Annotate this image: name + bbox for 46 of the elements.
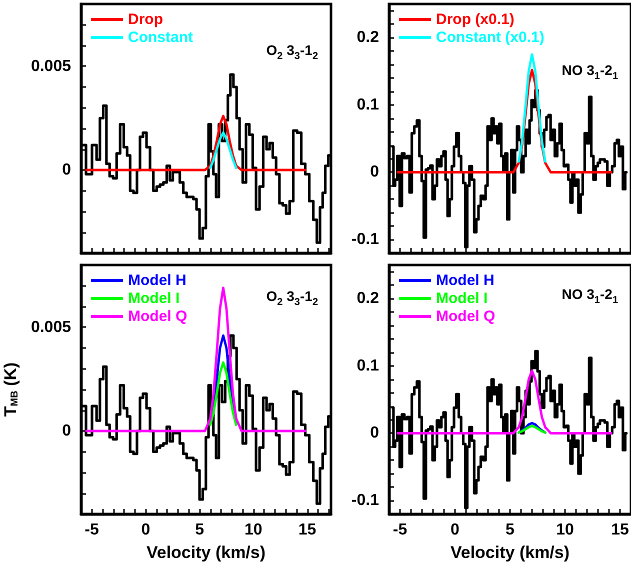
y-tick-label: 0.1 <box>356 96 380 114</box>
legend-label: Drop (x0.1) <box>436 11 514 28</box>
x-tick-label: 15 <box>611 522 629 538</box>
annotation: NO 3$_{1}$-2$_{1}$ <box>560 286 619 306</box>
x-tick-label: 0 <box>450 522 460 538</box>
x-tick-label: 5 <box>195 522 204 538</box>
legend-label: Model Q <box>128 308 188 325</box>
y-axis-title: TMB (K) <box>1 362 21 417</box>
legend-label: Model Q <box>436 308 496 325</box>
line-series <box>209 131 238 170</box>
line-series <box>209 361 238 426</box>
annotation: O$_{2}$ 3$_{3}$-1$_{2}$ <box>265 288 319 308</box>
line-series <box>518 422 546 434</box>
y-tick-label: 0.005 <box>30 318 72 336</box>
annotation: O$_{2}$ 3$_{3}$-1$_{2}$ <box>265 42 319 62</box>
legend-label: Model H <box>436 272 494 289</box>
line-series <box>396 369 612 434</box>
x-axis-title: Velocity (km/s) <box>450 543 570 562</box>
annotation: NO 3$_{1}$-2$_{1}$ <box>560 62 619 82</box>
line-series <box>518 53 546 163</box>
y-tick-label: 0.1 <box>356 357 380 374</box>
x-tick-label: 5 <box>506 522 515 538</box>
legend-label: Model I <box>436 290 488 307</box>
y-tick-label: 0.2 <box>356 29 380 46</box>
line-series <box>85 114 306 172</box>
legend-label: Constant <box>128 29 193 46</box>
y-tick-label: -0.1 <box>351 492 380 510</box>
y-tick-label: 0 <box>370 424 380 442</box>
x-tick-label: -5 <box>392 522 408 538</box>
legend-label: Model H <box>128 272 186 289</box>
x-tick-label: 0 <box>141 522 150 538</box>
y-tick-label: 0 <box>370 164 380 181</box>
legend-label: Constant (x0.1) <box>436 29 544 46</box>
x-tick-label: 10 <box>244 522 262 538</box>
legend-label: Model I <box>128 290 180 307</box>
y-tick-label: 0 <box>62 162 72 178</box>
y-tick-label: 0 <box>62 422 72 440</box>
x-axis-title: Velocity (km/s) <box>146 543 266 562</box>
line-series <box>518 424 546 434</box>
x-tick-label: 10 <box>556 522 574 538</box>
y-tick-label: 0.2 <box>356 290 380 308</box>
x-tick-label: -5 <box>84 522 99 538</box>
x-tick-label: 15 <box>298 522 316 538</box>
y-tick-label: -0.1 <box>351 231 380 248</box>
legend-label: Drop <box>128 11 163 28</box>
y-tick-label: 0.005 <box>30 58 72 75</box>
